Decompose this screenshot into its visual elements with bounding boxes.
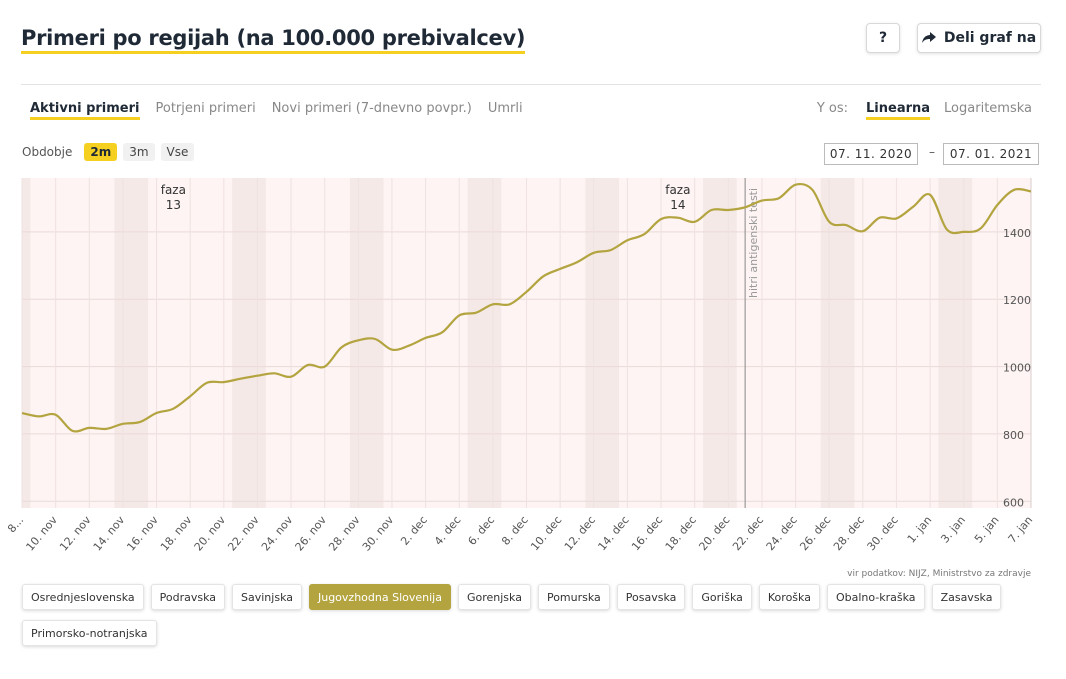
x-tick-label: 30. dec — [865, 514, 901, 554]
x-tick-label: 1. jan — [905, 514, 935, 546]
weekend-band — [938, 178, 973, 508]
x-tick-label: 24. dec — [764, 514, 800, 554]
period-label: Obdobje — [22, 145, 73, 159]
region-button[interactable]: Podravska — [150, 584, 226, 610]
data-source: vir podatkov: NIJZ, Ministrstvo za zdrav… — [847, 569, 1031, 579]
x-tick-label: 3. jan — [938, 514, 968, 546]
x-tick-label: 20. nov — [192, 513, 229, 553]
x-tick-label: 8. dec — [499, 514, 531, 548]
y-axis-label: Y os: — [816, 101, 849, 116]
y-tick-label: 1000 — [1003, 362, 1031, 375]
header-divider — [21, 84, 1041, 85]
region-button[interactable]: Osrednjeslovenska — [22, 584, 144, 610]
period-3m-button[interactable]: 3m — [123, 143, 155, 161]
period-2m-button[interactable]: 2m — [84, 143, 118, 161]
weekend-band — [703, 178, 737, 508]
y-axis-log[interactable]: Logaritemska — [944, 101, 1032, 116]
weekend-band — [585, 178, 619, 508]
phase-number: 14 — [670, 198, 685, 212]
share-button[interactable]: Deli graf na — [917, 23, 1041, 53]
x-tick-label: 2. dec — [398, 514, 430, 548]
tab-active-cases[interactable]: Aktivni primeri — [30, 101, 140, 120]
region-button[interactable]: Koroška — [758, 584, 820, 610]
tab-deaths[interactable]: Umrli — [487, 101, 523, 116]
series-line-jugovzhodna-slovenija[interactable] — [21, 182, 1032, 433]
x-tick-label: 16. dec — [629, 514, 665, 554]
weekend-band — [349, 178, 384, 508]
x-tick-label: 14. dec — [596, 514, 632, 554]
date-from-input[interactable]: 07. 11. 2020 — [824, 143, 918, 165]
x-tick-label: 26. dec — [797, 514, 833, 554]
y-tick-label: 600 — [1003, 496, 1024, 509]
y-tick-label: 1400 — [1003, 227, 1031, 240]
y-tick-label: 1200 — [1003, 294, 1031, 307]
x-tick-label: 22. dec — [730, 514, 766, 554]
x-tick-label: 16. nov — [124, 513, 161, 553]
x-tick-label: 10. nov — [23, 513, 60, 553]
tab-new-cases[interactable]: Novi primeri (7-dnevno povpr.) — [271, 101, 472, 116]
region-button[interactable]: Obalno-kraška — [826, 584, 925, 610]
weekend-band — [232, 178, 266, 508]
date-to-input[interactable]: 07. 01. 2021 — [943, 143, 1039, 165]
x-tick-label: 12. dec — [562, 514, 598, 554]
help-button[interactable]: ? — [866, 23, 900, 53]
region-button[interactable]: Gorenjska — [457, 584, 531, 610]
region-button[interactable]: Zasavska — [931, 584, 1002, 610]
x-tick-label: 18. nov — [158, 513, 195, 553]
weekend-band — [114, 178, 149, 508]
x-tick-label: 22. nov — [225, 513, 262, 553]
metric-tabs: Aktivni primeri Potrjeni primeri Novi pr… — [30, 101, 523, 120]
share-arrow-icon — [921, 32, 936, 43]
region-selector: Osrednjeslovenska Podravska Savinjska Jugov… — [22, 584, 1012, 646]
y-tick-label: 800 — [1003, 429, 1024, 442]
tab-confirmed-cases[interactable]: Potrjeni primeri — [155, 101, 256, 116]
phase-label: faza — [665, 183, 690, 197]
weekend-band — [22, 178, 31, 508]
x-tick-label: 18. dec — [663, 514, 699, 554]
x-tick-label: 7. jan — [1006, 514, 1036, 546]
x-tick-label: 8... — [5, 514, 26, 536]
phase-label: faza — [161, 183, 186, 197]
chart-title: Primeri po regijah (na 100.000 prebivalc… — [21, 26, 525, 54]
region-button[interactable]: Primorsko-notranjska — [22, 620, 157, 646]
weekend-band — [467, 178, 502, 508]
share-button-label: Deli graf na — [943, 30, 1037, 46]
x-tick-label: 4. dec — [432, 514, 464, 548]
x-tick-label: 14. nov — [91, 513, 128, 553]
region-button[interactable]: Savinjska — [232, 584, 302, 610]
region-button[interactable]: Posavska — [616, 584, 686, 610]
y-axis-linear[interactable]: Linearna — [866, 101, 931, 120]
x-tick-label: 5. jan — [972, 514, 1002, 546]
period-all-button[interactable]: Vse — [160, 143, 195, 161]
event-line-label: hitri antigenski testi — [747, 188, 760, 298]
y-axis-selector: Y os: Linearna Logaritemska — [817, 101, 1032, 120]
x-tick-label: 30. nov — [360, 513, 397, 553]
x-tick-label: 28. nov — [326, 513, 363, 553]
x-tick-label: 12. nov — [57, 513, 94, 553]
period-selector: Obdobje 2m 3m Vse — [22, 143, 195, 161]
x-tick-label: 20. dec — [696, 514, 732, 554]
x-tick-label: 28. dec — [831, 514, 867, 554]
weekend-band — [820, 178, 855, 508]
date-separator: – — [929, 145, 935, 159]
phase-number: 13 — [166, 198, 181, 212]
x-tick-label: 24. nov — [259, 513, 296, 553]
region-button[interactable]: Pomurska — [537, 584, 610, 610]
x-tick-label: 6. dec — [465, 514, 497, 548]
region-button[interactable]: Goriška — [692, 584, 752, 610]
x-tick-label: 26. nov — [293, 513, 330, 553]
region-button[interactable]: Jugovzhodna Slovenija — [308, 584, 451, 610]
x-tick-label: 10. dec — [528, 514, 564, 554]
